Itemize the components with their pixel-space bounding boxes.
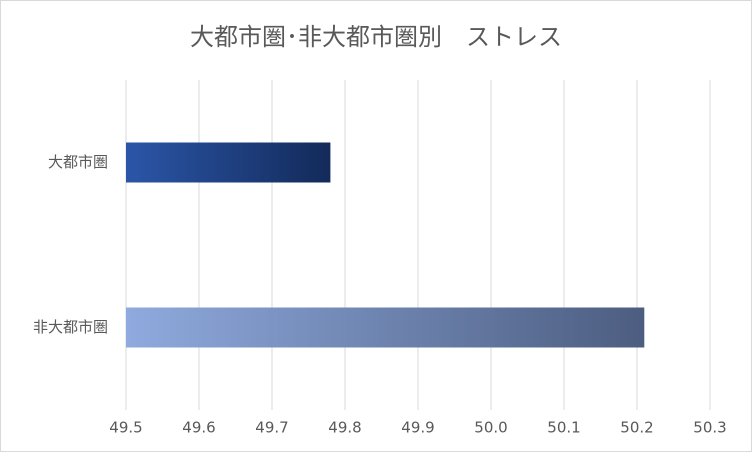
x-tick-label: 50.1 — [547, 419, 580, 437]
y-tick-label: 非大都市圏 — [33, 318, 108, 336]
y-tick-label: 大都市圏 — [48, 153, 108, 171]
chart-title: 大都市圏･非大都市圏別 ストレス — [190, 23, 562, 51]
x-tick-label: 49.9 — [401, 419, 434, 437]
bar — [126, 307, 645, 348]
x-tick-label: 50.3 — [693, 419, 726, 437]
x-tick-label: 49.5 — [109, 419, 142, 437]
bar — [126, 142, 331, 183]
x-tick-label: 50.0 — [474, 419, 507, 437]
x-tick-label: 50.2 — [620, 419, 653, 437]
x-tick-label: 49.6 — [182, 419, 215, 437]
x-tick-label: 49.8 — [328, 419, 361, 437]
x-tick-label: 49.7 — [255, 419, 288, 437]
